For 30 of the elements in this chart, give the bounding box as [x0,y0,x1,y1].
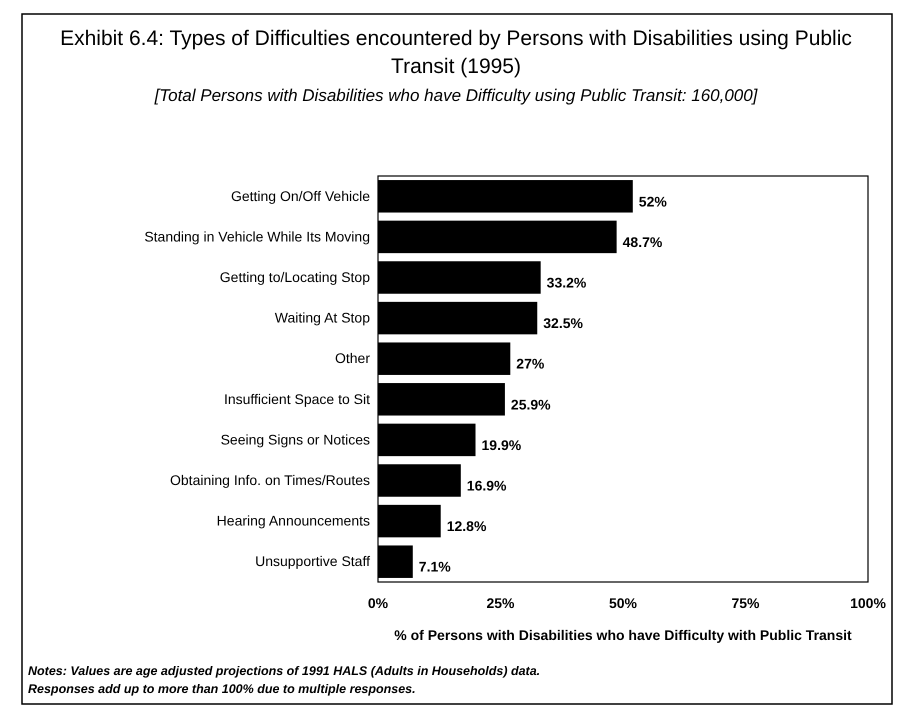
y-tick-label: Unsupportive Staff [255,553,370,570]
x-tick-label: 75% [731,594,760,611]
text: Notes: Values are age adjusted projections of 1991 HALS (Adults in Households) data. [28,664,540,678]
x-tick-label: 25% [486,594,516,611]
y-tick-label: Standing in Vehicle While Its Moving [144,228,370,244]
data-label: 52% [638,193,668,210]
y-tick-label: Insufficient Space to Sit [224,390,370,407]
data-label: 25.9% [510,396,552,412]
chart-subtitle: [Total Persons with Disabilities who have Difficulty using Public Transit: 160,000] [154,86,759,105]
x-tick-label: 50% [608,594,638,611]
data-label: 33.2% [546,274,587,290]
text: Responses add up to more than 100% due to multiple responses. [28,682,416,696]
y-tick-label: Getting On/Off Vehicle [230,188,370,204]
y-tick-label: Other [334,350,370,366]
y-tick-label: Hearing Announcements [216,512,370,529]
y-tick-label: Getting to/Locating Stop [220,268,370,285]
x-axis-title: % of Persons with Disabilities who have Difficulty with Public Transit [394,627,852,643]
y-tick-label: Seeing Signs or Notices [220,431,370,448]
data-label: 27% [516,356,545,372]
data-label: 48.7% [622,234,663,250]
y-tick-label: Waiting At Stop [274,310,370,326]
data-label: 32.5% [543,315,584,332]
x-tick-label: 0% [368,594,389,611]
data-label: 19.9% [482,436,522,453]
data-label: 7.1% [418,558,452,575]
data-label: 16.9% [466,478,508,494]
data-label: 12.8% [446,518,487,534]
y-tick-label: Obtaining Info. on Times/Routes [170,472,370,488]
chart-title: Exhibit 6.4: Types of Difficulties encountered by Persons with Disabilities using Public Transit (1995) [60,27,852,78]
x-tick-label: 100% [850,594,886,611]
